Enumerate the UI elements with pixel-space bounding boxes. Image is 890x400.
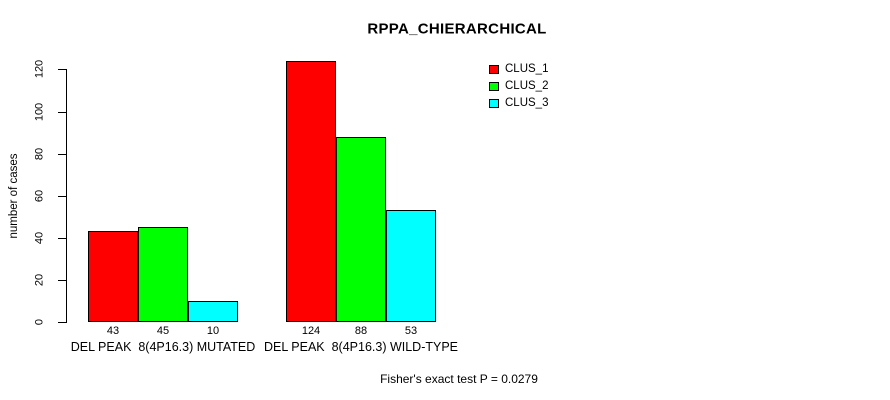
y-axis-line	[66, 69, 67, 323]
y-axis-tick-label: 80	[33, 147, 46, 161]
y-axis-tick	[58, 154, 66, 155]
legend-item-clus_3: CLUS_3	[489, 97, 549, 109]
y-axis-tick-label: 0	[33, 318, 46, 326]
bar-value-label: 10	[206, 325, 220, 337]
legend-swatch-icon	[489, 65, 499, 74]
bar-clus_3-group1	[188, 301, 238, 322]
legend-label: CLUS_2	[505, 80, 549, 92]
y-axis-tick	[58, 112, 66, 113]
legend-swatch-icon	[489, 99, 499, 108]
bar-clus_3-group2	[386, 210, 436, 322]
bar-value-label: 45	[156, 325, 170, 337]
legend-item-clus_1: CLUS_1	[489, 63, 549, 75]
y-axis-tick-label: 20	[33, 273, 46, 287]
bar-clus_2-group1	[138, 227, 188, 322]
legend-label: CLUS_3	[505, 97, 549, 109]
y-axis-tick	[58, 280, 66, 281]
y-axis-tick-label: 120	[33, 59, 46, 79]
fisher-test-annotation: Fisher's exact test P = 0.0279	[380, 372, 538, 386]
y-axis-tick-label: 60	[33, 189, 46, 203]
legend-swatch-icon	[489, 82, 499, 91]
bar-clus_1-group2	[286, 61, 336, 322]
y-axis-tick-label: 100	[33, 102, 46, 122]
y-axis-tick	[58, 196, 66, 197]
bar-clus_2-group2	[336, 137, 386, 322]
legend: CLUS_1 CLUS_2 CLUS_3	[489, 63, 549, 116]
bar-value-label: 124	[301, 325, 321, 337]
bar-clus_1-group1	[88, 231, 138, 322]
y-axis-label: number of cases	[8, 153, 20, 239]
y-axis-tick-label: 40	[33, 231, 46, 245]
category-label: DEL PEAK 8(4P16.3) WILD-TYPE	[263, 340, 459, 354]
category-label: DEL PEAK 8(4P16.3) MUTATED	[70, 340, 256, 354]
chart-title: RPPA_CHIERARCHICAL	[367, 20, 547, 38]
legend-item-clus_2: CLUS_2	[489, 80, 549, 92]
y-axis-tick	[58, 238, 66, 239]
bar-value-label: 53	[404, 325, 418, 337]
y-axis-tick	[58, 69, 66, 70]
legend-label: CLUS_1	[505, 63, 549, 75]
bar-value-label: 43	[106, 325, 120, 337]
y-axis-tick	[58, 322, 66, 323]
bar-value-label: 88	[354, 325, 368, 337]
